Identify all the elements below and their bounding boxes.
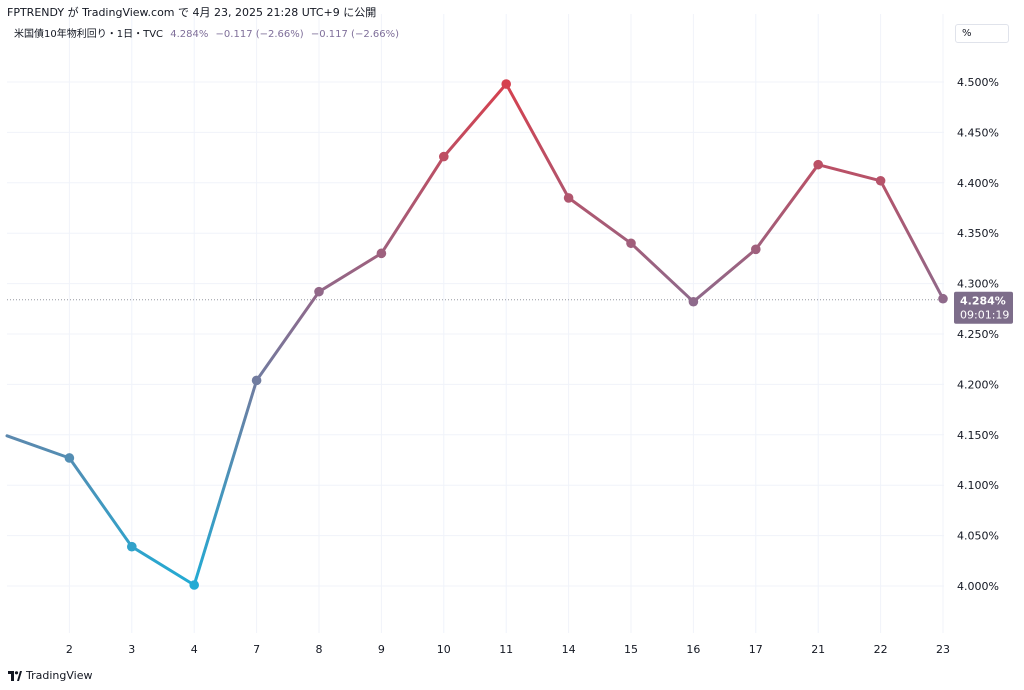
y-tick-label: 4.450% <box>957 126 999 139</box>
x-tick-label: 8 <box>316 643 323 656</box>
data-point <box>938 293 948 304</box>
series-line <box>5 82 945 587</box>
data-point <box>875 175 886 186</box>
tradingview-branding: TradingView <box>8 669 92 682</box>
x-tick-label: 16 <box>686 643 700 656</box>
data-point <box>501 79 512 89</box>
price-tag-box <box>954 291 1013 324</box>
x-tick-label: 9 <box>378 643 385 656</box>
x-tick-label: 3 <box>128 643 135 656</box>
x-tick-label: 21 <box>811 643 825 656</box>
data-point <box>813 159 823 170</box>
y-tick-label: 4.500% <box>957 76 999 89</box>
data-point <box>688 296 699 307</box>
x-tick-label: 2 <box>66 643 73 656</box>
x-tick-label: 15 <box>624 643 638 656</box>
y-tick-label: 4.350% <box>957 227 999 240</box>
y-tick-label: 4.200% <box>957 378 999 391</box>
x-axis: 2 3 4 7 8 9 10 11 14 15 16 17 21 22 23 <box>66 643 950 656</box>
y-tick-label: 4.150% <box>957 429 999 442</box>
x-tick-label: 10 <box>437 643 451 656</box>
y-tick-label: 4.300% <box>957 278 999 291</box>
data-point <box>251 375 262 386</box>
series-markers <box>64 79 948 590</box>
data-point <box>314 286 324 297</box>
brand-name: TradingView <box>26 669 93 682</box>
data-point <box>127 541 137 552</box>
x-tick-label: 11 <box>499 643 513 656</box>
price-tag: 4.284%09:01:19 <box>954 291 1013 324</box>
y-tick-label: 4.400% <box>957 177 999 190</box>
data-point <box>64 453 75 463</box>
x-tick-label: 22 <box>874 643 888 656</box>
data-point <box>189 580 199 590</box>
data-point <box>626 238 636 249</box>
symbol-legend: 米国債10年物利回り・1日・TVC 4.284% −0.117 (−2.66%)… <box>14 25 399 40</box>
change-value-2: −0.117 (−2.66%) <box>310 29 400 40</box>
data-point <box>751 244 761 255</box>
price-tag-value: 4.284% <box>960 295 1006 308</box>
symbol-name: 米国債10年物利回り・1日・TVC <box>14 29 164 40</box>
y-tick-label: 4.050% <box>957 530 999 543</box>
x-tick-label: 4 <box>191 643 198 656</box>
y-tick-label: 4.000% <box>957 580 999 593</box>
price-tag-countdown: 09:01:19 <box>960 309 1009 322</box>
y-axis: 4.000% 4.050% 4.100% 4.150% 4.200% 4.250% 4.30… <box>957 76 999 593</box>
last-value: 4.284% <box>170 29 209 40</box>
change-value: −0.117 (−2.66%) <box>215 29 304 40</box>
tradingview-logo-icon <box>8 670 22 681</box>
y-tick-label: 4.100% <box>957 479 999 492</box>
unit-button[interactable]: % <box>955 24 1009 43</box>
grid <box>7 14 944 633</box>
x-tick-label: 23 <box>936 643 950 656</box>
data-point <box>376 248 387 259</box>
data-point <box>439 151 449 162</box>
series-polyline <box>5 82 945 587</box>
publish-caption: FPTRENDY が TradingView.com で 4月 23, 2025… <box>7 6 377 19</box>
x-tick-label: 17 <box>749 643 763 656</box>
y-tick-label: 4.250% <box>957 328 999 341</box>
x-tick-label: 7 <box>253 643 260 656</box>
x-tick-label: 14 <box>562 643 576 656</box>
data-point <box>563 193 574 203</box>
